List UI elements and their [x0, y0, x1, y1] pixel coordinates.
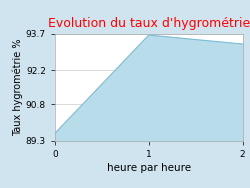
- X-axis label: heure par heure: heure par heure: [107, 163, 191, 173]
- Y-axis label: Taux hygrométrie %: Taux hygrométrie %: [12, 39, 23, 136]
- Title: Evolution du taux d'hygrométrie: Evolution du taux d'hygrométrie: [48, 17, 250, 30]
